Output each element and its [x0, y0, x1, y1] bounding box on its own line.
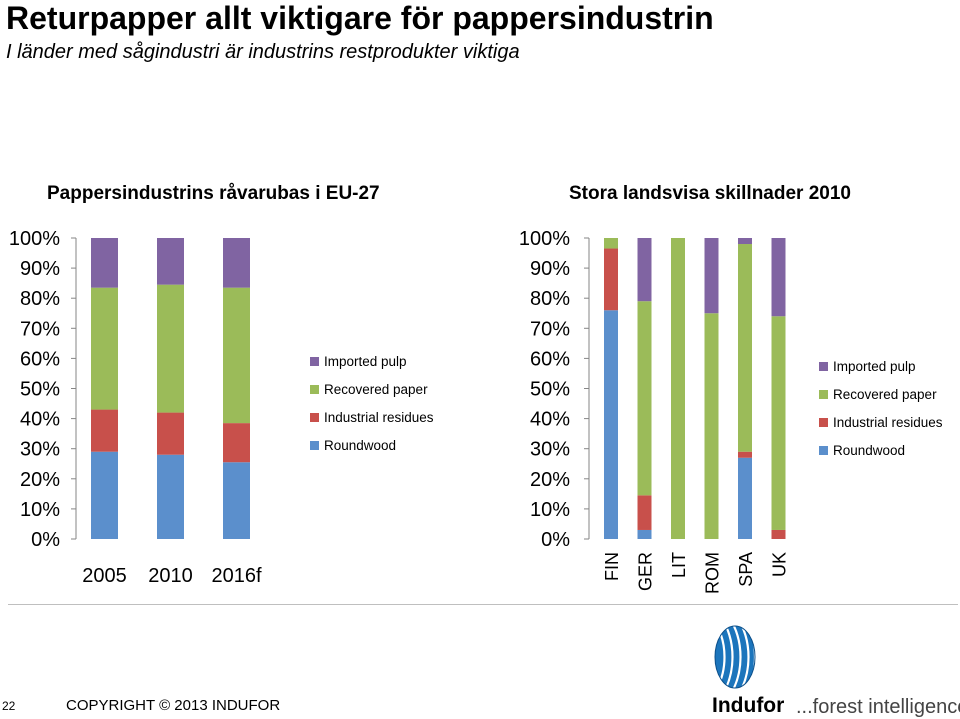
y-tick-label: 80% [20, 288, 60, 310]
y-tick-label: 50% [20, 379, 60, 401]
y-tick-label: 60% [20, 348, 60, 370]
bar-segment-recovered-paper [223, 287, 250, 424]
legend-swatch [310, 385, 319, 394]
legend-swatch [819, 362, 828, 371]
x-category-label: 2010 [148, 565, 193, 587]
page-subtitle: I länder med sågindustri är industrins r… [6, 41, 520, 63]
y-tick-label: 10% [20, 499, 60, 521]
bar-segment-recovered-paper [704, 313, 719, 539]
legend-swatch [819, 390, 828, 399]
bar-segment-imported-pulp [738, 238, 752, 245]
legend-entry: Imported pulp [833, 359, 916, 374]
bar-segment-roundwood [157, 454, 184, 539]
y-tick-label: 30% [530, 439, 570, 461]
y-tick-label: 60% [530, 348, 570, 370]
bar-segment-imported-pulp [637, 238, 652, 302]
page-title: Returpapper allt viktigare för pappersin… [6, 0, 714, 36]
legend-swatch [310, 441, 319, 450]
y-tick-label: 100% [519, 228, 570, 250]
legend-entry: Recovered paper [324, 382, 428, 397]
bar-segment-roundwood [738, 457, 752, 539]
bar-segment-recovered-paper [157, 284, 184, 413]
x-category-label: ROM [703, 552, 723, 594]
legend-swatch [310, 413, 319, 422]
legend-swatch [310, 357, 319, 366]
legend-entry: Recovered paper [833, 387, 937, 402]
bar-segment-industrial-residues [91, 409, 118, 452]
y-tick-label: 100% [9, 228, 60, 250]
x-category-label: LIT [669, 552, 689, 578]
y-tick-label: 90% [20, 258, 60, 280]
y-tick-label: 0% [541, 529, 570, 551]
bar-segment-industrial-residues [637, 495, 652, 530]
bar-segment-recovered-paper [771, 316, 786, 530]
bar-segment-recovered-paper [738, 244, 752, 452]
bar-segment-recovered-paper [91, 287, 118, 410]
bar-segment-industrial-residues [738, 451, 752, 458]
y-tick-label: 70% [20, 318, 60, 340]
legend-swatch [819, 446, 828, 455]
x-category-label: GER [636, 552, 656, 591]
chart-title-countries: Stora landsvisa skillnader 2010 [569, 183, 851, 204]
bar-segment-recovered-paper [637, 301, 652, 496]
legend-entry: Imported pulp [324, 354, 407, 369]
indufor-tagline: ...forest intelligence [796, 696, 960, 718]
y-tick-label: 90% [530, 258, 570, 280]
x-category-label: FIN [602, 552, 622, 581]
y-tick-label: 80% [530, 288, 570, 310]
page-number: 22 [2, 699, 16, 713]
x-category-label: 2016f [211, 565, 261, 587]
bar-segment-imported-pulp [704, 238, 719, 314]
legend-entry: Roundwood [324, 438, 396, 453]
legend-entry: Roundwood [833, 443, 905, 458]
y-tick-label: 10% [530, 499, 570, 521]
legend-entry: Industrial residues [833, 415, 943, 430]
bar-segment-imported-pulp [223, 238, 250, 288]
footer-divider [8, 604, 958, 605]
y-tick-label: 40% [20, 409, 60, 431]
charts-canvas: 0% 10% 20% 30% 40% 50% 60% 70% 80% 90% 100% 2005 201… [9, 228, 943, 594]
indufor-logotype: Indufor [712, 694, 785, 717]
y-tick-label: 50% [530, 379, 570, 401]
bar-segment-roundwood [223, 462, 250, 539]
bar-segment-imported-pulp [157, 238, 184, 285]
x-category-label: UK [770, 552, 790, 577]
y-tick-label: 0% [31, 529, 60, 551]
x-category-label: 2005 [82, 565, 127, 587]
y-tick-label: 20% [20, 469, 60, 491]
y-tick-label: 20% [530, 469, 570, 491]
bar-segment-imported-pulp [771, 238, 786, 317]
bar-segment-industrial-residues [604, 248, 618, 311]
y-tick-label: 40% [530, 409, 570, 431]
x-category-label: SPA [736, 552, 756, 587]
bar-segment-roundwood [637, 529, 652, 539]
y-tick-label: 70% [530, 318, 570, 340]
bar-segment-industrial-residues [223, 423, 250, 463]
copyright-notice: COPYRIGHT © 2013 INDUFOR [66, 697, 281, 714]
bar-segment-roundwood [91, 451, 118, 539]
bar-segment-recovered-paper [604, 238, 618, 249]
legend-entry: Industrial residues [324, 410, 434, 425]
chart-title-eu27: Pappersindustrins råvarubas i EU-27 [47, 183, 380, 204]
bar-segment-industrial-residues [157, 412, 184, 455]
bar-segment-recovered-paper [671, 238, 685, 539]
indufor-globe-logo [714, 625, 756, 689]
bar-segment-industrial-residues [771, 529, 786, 539]
y-tick-label: 30% [20, 439, 60, 461]
bar-segment-roundwood [604, 310, 618, 539]
bar-segment-imported-pulp [91, 238, 118, 288]
legend-swatch [819, 418, 828, 427]
